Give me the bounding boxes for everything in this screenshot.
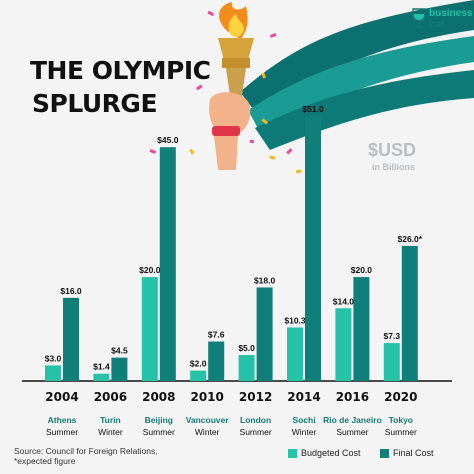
- unit-label: $USD: [368, 140, 417, 160]
- bar-budgeted-2008: [141, 277, 158, 381]
- city-label-2016: Rio de Janeiro: [323, 415, 382, 425]
- data-label-budgeted-2004: $3.0: [45, 353, 62, 363]
- bar-final-2006: [111, 357, 128, 381]
- city-label-2004: Athens: [48, 415, 77, 425]
- source-line: Source: Council for Foreign Relations,: [14, 446, 158, 456]
- bar-final-2008: [159, 147, 176, 381]
- season-label-2010: Winter: [195, 427, 220, 437]
- season-label-2012: Summer: [240, 427, 272, 437]
- city-label-2020: Tokyo: [389, 415, 413, 425]
- x-tick-label-2006: 2006: [94, 390, 127, 404]
- city-label-2006: Turin: [100, 415, 121, 425]
- bar-budgeted-2016: [335, 308, 352, 381]
- brand-name-line1: business: [429, 8, 473, 19]
- unit-sublabel: in Billions: [372, 162, 416, 172]
- torch-icon: [209, 2, 254, 170]
- x-tick-label-2010: 2010: [190, 390, 223, 404]
- bar-budgeted-2014: [287, 327, 303, 381]
- bar-final-2016: [353, 277, 370, 381]
- data-label-final-2014: $51.0: [302, 104, 324, 114]
- season-label-2008: Summer: [143, 427, 175, 437]
- data-label-budgeted-2014: $10.3: [284, 315, 306, 325]
- data-label-budgeted-2012: $5.0: [238, 343, 255, 353]
- city-label-2008: Beijing: [145, 415, 173, 425]
- x-tick-label-2012: 2012: [239, 390, 272, 404]
- source-note: Source: Council for Foreign Relations, *…: [14, 446, 158, 466]
- data-label-budgeted-2008: $20.0: [139, 265, 161, 275]
- data-label-final-2020: $26.0*: [398, 234, 423, 244]
- x-tick-label-2014: 2014: [287, 390, 320, 404]
- city-label-2010: Vancouver: [186, 415, 230, 425]
- data-label-final-2008: $45.0: [157, 135, 179, 145]
- season-label-2006: Winter: [98, 427, 123, 437]
- page-title-line2: SPLURGE: [32, 89, 158, 118]
- x-tick-label-2020: 2020: [384, 390, 417, 404]
- bar-final-2004: [63, 297, 79, 381]
- x-tick-label-2016: 2016: [336, 390, 369, 404]
- city-label-2014: Sochi: [292, 415, 315, 425]
- season-label-2004: Summer: [46, 427, 78, 437]
- season-label-2014: Winter: [292, 427, 317, 437]
- wine-glass-icon: [412, 8, 426, 28]
- bar-budgeted-2006: [93, 373, 110, 381]
- confetti: [149, 10, 302, 174]
- data-label-final-2016: $20.0: [351, 265, 373, 275]
- legend-swatch-budgeted: [288, 449, 297, 458]
- data-label-final-2004: $16.0: [60, 286, 82, 296]
- data-label-final-2006: $4.5: [111, 346, 128, 356]
- bar-budgeted-2012: [238, 355, 255, 381]
- data-label-budgeted-2016: $14.0: [333, 296, 355, 306]
- season-label-2020: Summer: [385, 427, 417, 437]
- data-label-budgeted-2006: $1.4: [93, 362, 110, 372]
- data-label-final-2012: $18.0: [254, 275, 276, 285]
- legend-label-budgeted: Budgeted Cost: [301, 448, 361, 458]
- data-label-budgeted-2010: $2.0: [190, 359, 207, 369]
- x-tick-label-2008: 2008: [142, 390, 175, 404]
- bar-budgeted-2004: [45, 365, 61, 381]
- bar-final-2020: [401, 245, 418, 381]
- season-label-2016: Summer: [336, 427, 368, 437]
- bar-final-2014: [305, 116, 321, 381]
- footnote-line: *expected figure: [14, 456, 76, 466]
- bar-budgeted-2010: [190, 370, 207, 381]
- bar-final-2012: [256, 287, 273, 381]
- x-tick-label-2004: 2004: [45, 390, 78, 404]
- page-title-line1: THE OLYMPIC: [30, 56, 211, 85]
- legend-swatch-final: [380, 449, 389, 458]
- data-label-final-2010: $7.6: [208, 330, 225, 340]
- city-label-2012: London: [240, 415, 271, 425]
- bar-budgeted-2020: [383, 343, 400, 381]
- legend-label-final: Final Cost: [393, 448, 434, 458]
- brand-name-line2: bar: [429, 19, 445, 30]
- data-label-budgeted-2020: $7.3: [384, 331, 401, 341]
- bar-final-2010: [208, 341, 225, 381]
- brand-logo: business bar: [412, 6, 474, 34]
